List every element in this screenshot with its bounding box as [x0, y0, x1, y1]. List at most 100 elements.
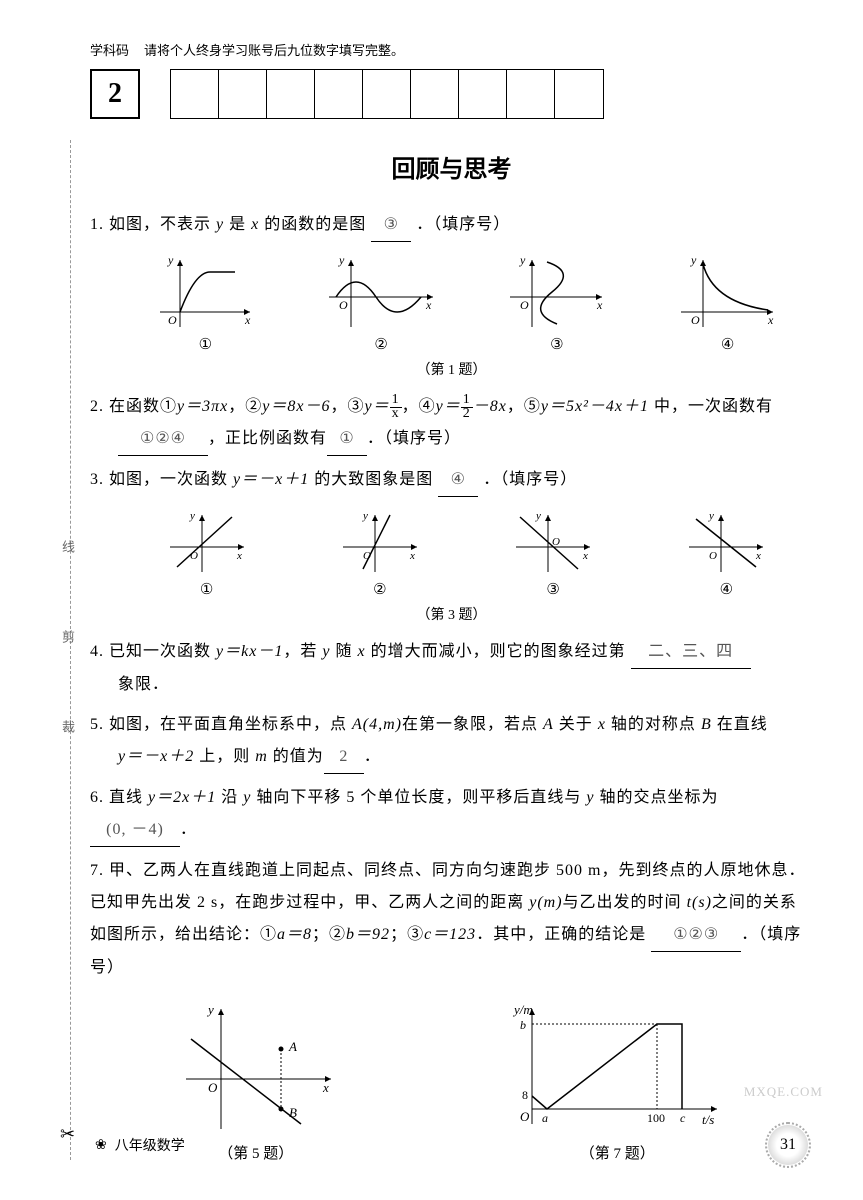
q1-text-c: 的函数的是图 — [259, 216, 366, 233]
q6-answer-blank[interactable]: (0, －4) — [90, 814, 180, 847]
svg-text:100: 100 — [647, 1111, 665, 1125]
digit-box[interactable] — [459, 70, 507, 118]
digit-box[interactable] — [363, 70, 411, 118]
svg-text:O: O — [709, 550, 717, 562]
q3-label-2: ② — [373, 580, 386, 599]
q1-label-4: ④ — [721, 335, 734, 354]
q2-text-g: ，正比例函数有 — [208, 430, 327, 447]
q7-text-e: ；③ — [390, 926, 424, 943]
q1-graph-1: xyO ① — [150, 252, 260, 354]
digit-box[interactable] — [315, 70, 363, 118]
q5-text-g: 的值为 — [268, 748, 324, 765]
digit-box[interactable] — [411, 70, 459, 118]
q1-label-1: ① — [199, 335, 212, 354]
q2-eq3a: y＝ — [365, 398, 390, 415]
svg-text:A: A — [288, 1039, 297, 1054]
q4-text-e: 象限． — [118, 676, 169, 693]
svg-text:x: x — [755, 550, 761, 562]
svg-text:x: x — [409, 550, 415, 562]
q7-number: 7. — [90, 862, 104, 879]
q6-text-b: 沿 — [216, 789, 243, 806]
digit-box[interactable] — [219, 70, 267, 118]
q2-answer2-blank[interactable]: ① — [327, 423, 367, 456]
q2-eq4a: y＝ — [436, 398, 461, 415]
q2-text-b: ，② — [228, 398, 262, 415]
q4-text-d: 的增大而减小，则它的图象经过第 — [366, 643, 626, 660]
q3-label-4: ④ — [720, 580, 733, 599]
q3-label-1: ① — [200, 580, 213, 599]
q5-ptB: B — [701, 716, 712, 733]
svg-text:O: O — [339, 298, 348, 312]
q5-var-x: x — [598, 716, 606, 733]
q1-answer-blank[interactable]: ③ — [371, 209, 411, 242]
question-7: 7. 甲、乙两人在直线跑道上同起点、同终点、同方向匀速跑步 500 m，先到终点… — [90, 855, 813, 984]
digit-box[interactable] — [267, 70, 315, 118]
q2-text-c: ，③ — [330, 398, 364, 415]
cut-text-1: 线 — [58, 540, 77, 565]
q1-graphs-row: xyO ① xyO ② xyO ③ xyO ④ — [120, 252, 813, 354]
q1-graph-3: xyO ③ — [502, 252, 612, 354]
q3-number: 3. — [90, 471, 104, 488]
svg-text:8: 8 — [522, 1088, 528, 1102]
q4-eq: y＝kx－1 — [216, 643, 283, 660]
q7-answer-blank[interactable]: ①②③ — [651, 919, 741, 952]
q1-text-d: ．（填序号） — [416, 216, 510, 233]
q4-text-b: ，若 — [283, 643, 322, 660]
svg-text:O: O — [520, 298, 529, 312]
q7-text-d: ；② — [312, 926, 346, 943]
q3-label-3: ③ — [546, 580, 559, 599]
q5-answer-blank[interactable]: 2 — [324, 741, 364, 774]
q3-graph-2: xyO ② — [335, 507, 425, 599]
q7-var-ym: y(m) — [529, 894, 562, 911]
digit-box[interactable] — [171, 70, 219, 118]
svg-text:x: x — [596, 298, 603, 312]
digit-box[interactable] — [507, 70, 555, 118]
cut-text-2: 剪 — [58, 630, 77, 655]
svg-text:a: a — [542, 1111, 548, 1125]
flower-icon: ❀ — [95, 1137, 107, 1154]
q7-eq1: a＝8 — [277, 926, 312, 943]
q2-answer1-blank[interactable]: ①②④ — [118, 423, 208, 456]
q3-graph-1: xyO ① — [162, 507, 252, 599]
q1-number: 1. — [90, 216, 104, 233]
account-number-boxes[interactable] — [170, 69, 604, 119]
svg-text:y: y — [362, 510, 368, 522]
svg-text:y/m: y/m — [512, 1002, 533, 1017]
q7-text-f: ．其中，正确的结论是 — [476, 926, 646, 943]
q2-frac2: 12 — [461, 393, 473, 421]
svg-text:y: y — [167, 253, 174, 267]
q2-eq4b: －8x — [473, 398, 507, 415]
q3-text-a: 如图，一次函数 — [109, 471, 233, 488]
svg-text:O: O — [208, 1080, 218, 1095]
q3-answer-blank[interactable]: ④ — [438, 464, 478, 497]
svg-text:y: y — [189, 510, 195, 522]
question-4: 4. 已知一次函数 y＝kx－1，若 y 随 x 的增大而减小，则它的图象经过第… — [90, 636, 813, 701]
q7-eq2: b＝92 — [346, 926, 390, 943]
q2-frac1: 1x — [390, 393, 402, 421]
question-6: 6. 直线 y＝2x＋1 沿 y 轴向下平移 5 个单位长度，则平移后直线与 y… — [90, 782, 813, 847]
q5-text-c: 关于 — [554, 716, 598, 733]
q1-text-b: 是 — [224, 216, 251, 233]
q5-text-b: 在第一象限，若点 — [402, 716, 543, 733]
q2-number: 2. — [90, 398, 104, 415]
q3-graph-4: xyO ④ — [681, 507, 771, 599]
svg-text:y: y — [519, 253, 526, 267]
q4-text-c: 随 — [330, 643, 357, 660]
question-2: 2. 在函数①y＝3πx，②y＝8x－6，③y＝1x，④y＝12－8x，⑤y＝5… — [90, 391, 813, 456]
scissors-icon: ✂ — [60, 1124, 75, 1145]
q3-graph-3: xyO ③ — [508, 507, 598, 599]
q5-text-a: 如图，在平面直角坐标系中，点 — [109, 716, 352, 733]
question-1: 1. 如图，不表示 y 是 x 的函数的是图 ③ ．（填序号） — [90, 209, 813, 242]
q5-ptA: A — [543, 716, 554, 733]
page-footer: ❀ 八年级数学 31 — [95, 1125, 808, 1165]
svg-text:x: x — [322, 1080, 329, 1095]
q5-text-h: ． — [364, 748, 381, 765]
q2-text-f: 中，一次函数有 — [649, 398, 773, 415]
account-label: 请将个人终身学习账号后九位数字填写完整。 — [144, 40, 404, 59]
q6-text-c: 轴向下平移 5 个单位长度，则平移后直线与 — [251, 789, 586, 806]
q6-text-d: 轴的交点坐标为 — [594, 789, 718, 806]
digit-box[interactable] — [555, 70, 603, 118]
q4-answer-blank[interactable]: 二、三、四 — [631, 636, 751, 669]
q3-eq: y＝－x＋1 — [233, 471, 309, 488]
q2-eq2: y＝8x－6 — [262, 398, 330, 415]
